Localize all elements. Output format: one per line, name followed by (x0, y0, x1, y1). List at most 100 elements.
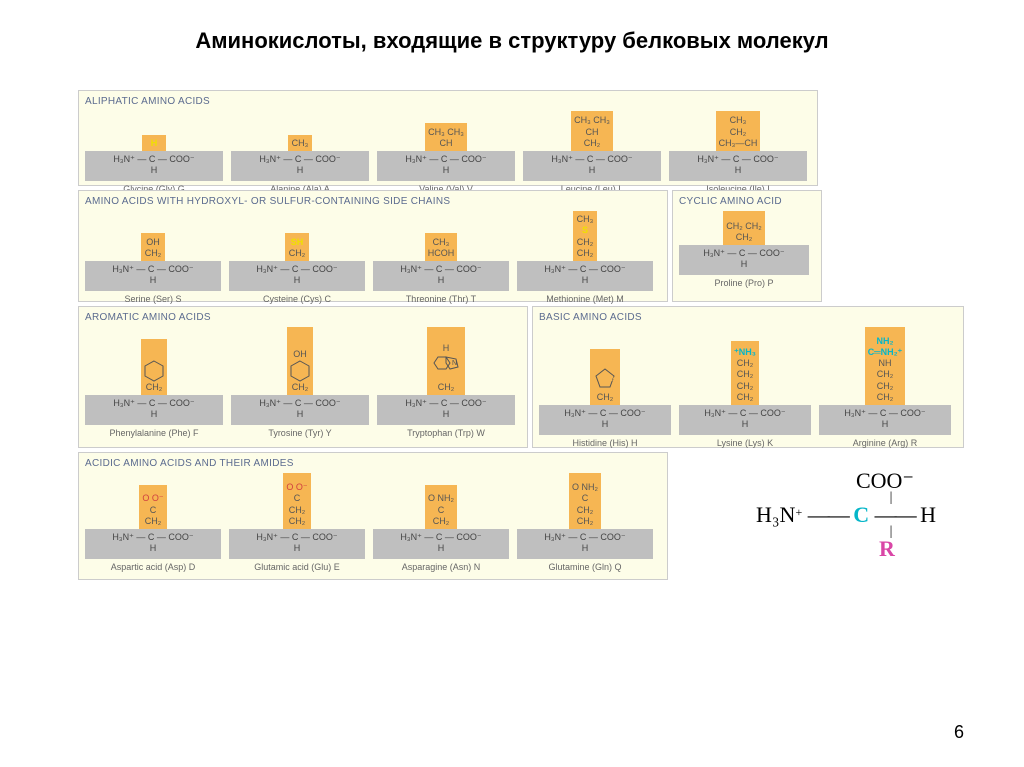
backbone: H₃N⁺ — C — COO⁻H (377, 395, 515, 425)
legend-plus: + (795, 505, 802, 519)
amino-acid: CH₃HCOHH₃N⁺ — C — COO⁻HThreonine (Thr) T (373, 233, 509, 304)
backbone: H₃N⁺ — C — COO⁻H (231, 395, 369, 425)
legend-h3n: H₃N (756, 502, 795, 527)
backbone: H₃N⁺ — C — COO⁻H (523, 151, 661, 181)
sidechain: CH₂ (141, 339, 167, 395)
backbone: H₃N⁺ — C — COO⁻H (229, 529, 365, 559)
sidechain: H (142, 135, 166, 151)
sidechain: CH₃ (288, 135, 312, 151)
sidechain: HNCH₂ (427, 327, 465, 395)
backbone: H₃N⁺ — C — COO⁻H (819, 405, 951, 435)
row-cyclic: CH₂ CH₂CH₂H₃N⁺ — C — COO⁻HProline (Pro) … (673, 211, 821, 294)
backbone: H₃N⁺ — C — COO⁻H (517, 261, 653, 291)
amino-acid: CH₃ CH₃CHH₃N⁺ — C — COO⁻HValine (Val) V (377, 123, 515, 194)
backbone: H₃N⁺ — C — COO⁻H (85, 151, 223, 181)
legend-r: R (879, 536, 895, 561)
amino-acid: CH₂H₃N⁺ — C — COO⁻HPhenylalanine (Phe) F (85, 339, 223, 438)
row-hydroxyl: OHCH₂H₃N⁺ — C — COO⁻HSerine (Ser) SSHCH₂… (79, 211, 667, 310)
backbone: H₃N⁺ — C — COO⁻H (669, 151, 807, 181)
row-basic: NHCH₂H₃N⁺ — C — COO⁻HHistidine (His) H⁺N… (533, 327, 963, 454)
acid-name: Glutamine (Gln) Q (548, 559, 621, 572)
section-title-basic: BASIC AMINO ACIDS (533, 307, 963, 327)
amino-acid: CH₃ CH₃CHCH₂H₃N⁺ — C — COO⁻HLeucine (Leu… (523, 111, 661, 194)
acid-name: Arginine (Arg) R (853, 435, 918, 448)
sidechain: SHCH₂ (285, 233, 309, 261)
amino-acid: O NH₂CCH₂CH₂H₃N⁺ — C — COO⁻HGlutamine (G… (517, 473, 653, 572)
page-number: 6 (954, 722, 964, 743)
section-title-hydroxyl: AMINO ACIDS WITH HYDROXYL- OR SULFUR-CON… (79, 191, 667, 211)
backbone: H₃N⁺ — C — COO⁻H (85, 529, 221, 559)
acid-name: Lysine (Lys) K (717, 435, 773, 448)
sidechain: O NH₂CCH₂ (425, 485, 457, 529)
panel-acidic: ACIDIC AMINO ACIDS AND THEIR AMIDES O O⁻… (78, 452, 668, 580)
acid-name: Tryptophan (Trp) W (407, 425, 485, 438)
sidechain: CH₃CH₂CH₃—CH (716, 111, 761, 151)
sidechain: NHCH₂ (590, 349, 620, 405)
panel-hydroxyl: AMINO ACIDS WITH HYDROXYL- OR SULFUR-CON… (78, 190, 668, 302)
svg-text:NH: NH (611, 376, 617, 383)
acid-name: Tyrosine (Tyr) Y (268, 425, 331, 438)
sidechain: CH₃ CH₃CH (425, 123, 467, 151)
backbone: H₃N⁺ — C — COO⁻H (373, 529, 509, 559)
acid-name: Cysteine (Cys) C (263, 291, 331, 304)
legend-coo: COO⁻ (856, 468, 914, 493)
backbone: H₃N⁺ — C — COO⁻H (229, 261, 365, 291)
amino-acid: CH₃CH₂CH₃—CHH₃N⁺ — C — COO⁻HIsoleucine (… (669, 111, 807, 194)
row-aromatic: CH₂H₃N⁺ — C — COO⁻HPhenylalanine (Phe) F… (79, 327, 527, 444)
amino-acid: OHCH₂H₃N⁺ — C — COO⁻HTyrosine (Tyr) Y (231, 327, 369, 438)
amino-acid: NHCH₂H₃N⁺ — C — COO⁻HHistidine (His) H (539, 349, 671, 448)
amino-acid: CH₃SCH₂CH₂H₃N⁺ — C — COO⁻HMethionine (Me… (517, 211, 653, 304)
backbone: H₃N⁺ — C — COO⁻H (231, 151, 369, 181)
sidechain: OHCH₂ (141, 233, 165, 261)
amino-acid: OHCH₂H₃N⁺ — C — COO⁻HSerine (Ser) S (85, 233, 221, 304)
acid-name: Serine (Ser) S (124, 291, 181, 304)
panel-basic: BASIC AMINO ACIDS NHCH₂H₃N⁺ — C — COO⁻HH… (532, 306, 964, 448)
amino-acid: SHCH₂H₃N⁺ — C — COO⁻HCysteine (Cys) C (229, 233, 365, 304)
sidechain: O O⁻CCH₂ (139, 485, 166, 529)
amino-acid: HH₃N⁺ — C — COO⁻HGlycine (Gly) G (85, 135, 223, 194)
backbone: H₃N⁺ — C — COO⁻H (679, 405, 811, 435)
amino-acid: NH₂C═NH₂⁺NHCH₂CH₂CH₂H₃N⁺ — C — COO⁻HArgi… (819, 327, 951, 448)
acid-name: Glutamic acid (Glu) E (254, 559, 340, 572)
sidechain: O O⁻CCH₂CH₂ (283, 473, 310, 529)
panel-aliphatic: ALIPHATIC AMINO ACIDS HH₃N⁺ — C — COO⁻HG… (78, 90, 818, 186)
acid-name: Threonine (Thr) T (406, 291, 476, 304)
sidechain: NH₂C═NH₂⁺NHCH₂CH₂CH₂ (865, 327, 906, 405)
section-title-acidic: ACIDIC AMINO ACIDS AND THEIR AMIDES (79, 453, 667, 473)
acid-name: Methionine (Met) M (546, 291, 624, 304)
section-title-aliphatic: ALIPHATIC AMINO ACIDS (79, 91, 817, 111)
acid-name: Histidine (His) H (572, 435, 637, 448)
backbone: H₃N⁺ — C — COO⁻H (85, 395, 223, 425)
amino-acid: O O⁻CCH₂CH₂H₃N⁺ — C — COO⁻HGlutamic acid… (229, 473, 365, 572)
general-formula: COO⁻ | H₃N+ —— C —— H | R (756, 468, 956, 562)
acid-name: Phenylalanine (Phe) F (109, 425, 198, 438)
sidechain: CH₃SCH₂CH₂ (573, 211, 597, 261)
backbone: H₃N⁺ — C — COO⁻H (679, 245, 809, 275)
sidechain: OHCH₂ (287, 327, 313, 395)
amino-acid: ⁺NH₃CH₂CH₂CH₂CH₂H₃N⁺ — C — COO⁻HLysine (… (679, 341, 811, 448)
section-title-aromatic: AROMATIC AMINO ACIDS (79, 307, 527, 327)
amino-acid: HNCH₂H₃N⁺ — C — COO⁻HTryptophan (Trp) W (377, 327, 515, 438)
backbone: H₃N⁺ — C — COO⁻H (373, 261, 509, 291)
legend-h: H (920, 502, 936, 527)
acid-name: Aspartic acid (Asp) D (111, 559, 196, 572)
panel-cyclic: CYCLIC AMINO ACID CH₂ CH₂CH₂H₃N⁺ — C — C… (672, 190, 822, 302)
sidechain: CH₂ CH₂CH₂ (723, 211, 765, 245)
amino-acid: CH₃H₃N⁺ — C — COO⁻HAlanine (Ala) A (231, 135, 369, 194)
sidechain: ⁺NH₃CH₂CH₂CH₂CH₂ (731, 341, 759, 405)
panel-aromatic: AROMATIC AMINO ACIDS CH₂H₃N⁺ — C — COO⁻H… (78, 306, 528, 448)
acid-name: Proline (Pro) P (714, 275, 773, 288)
backbone: H₃N⁺ — C — COO⁻H (85, 261, 221, 291)
amino-acid: O O⁻CCH₂H₃N⁺ — C — COO⁻HAspartic acid (A… (85, 485, 221, 572)
backbone: H₃N⁺ — C — COO⁻H (517, 529, 653, 559)
amino-acid: O NH₂CCH₂H₃N⁺ — C — COO⁻HAsparagine (Asn… (373, 485, 509, 572)
acid-name: Asparagine (Asn) N (402, 559, 481, 572)
amino-acid: CH₂ CH₂CH₂H₃N⁺ — C — COO⁻HProline (Pro) … (679, 211, 809, 288)
page-title: Аминокислоты, входящие в структуру белко… (0, 0, 1024, 72)
row-acidic: O O⁻CCH₂H₃N⁺ — C — COO⁻HAspartic acid (A… (79, 473, 667, 578)
backbone: H₃N⁺ — C — COO⁻H (377, 151, 515, 181)
backbone: H₃N⁺ — C — COO⁻H (539, 405, 671, 435)
sidechain: O NH₂CCH₂CH₂ (569, 473, 601, 529)
row-aliphatic: HH₃N⁺ — C — COO⁻HGlycine (Gly) GCH₃H₃N⁺ … (79, 111, 817, 200)
svg-text:N: N (452, 360, 457, 367)
